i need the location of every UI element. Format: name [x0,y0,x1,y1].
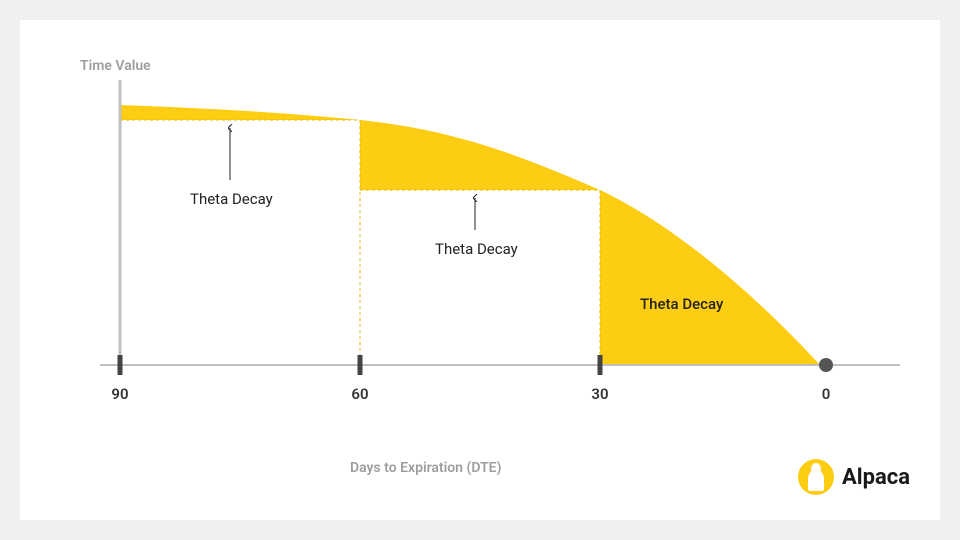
tick-90 [118,355,123,375]
x-axis-title: Days to Expiration (DTE) [350,460,501,476]
seg1-label: Theta Decay [190,190,273,208]
brand-logo: Alpaca [798,459,910,495]
tick-label-60: 60 [351,385,368,403]
alpaca-icon [798,459,834,495]
brand-name: Alpaca [842,465,910,490]
seg3-label: Theta Decay [640,295,723,313]
chart-card: Time Value Days to Expiration (DTE) 90 6… [20,20,940,520]
seg1-cutout [120,120,360,365]
theta-decay-chart [20,20,940,520]
tick-label-90: 90 [111,385,128,403]
seg2-label: Theta Decay [435,240,518,258]
end-dot [819,358,833,372]
tick-label-0: 0 [822,385,831,403]
tick-label-30: 30 [591,385,608,403]
seg2-cutout [360,190,600,365]
tick-60 [358,355,363,375]
y-axis-title: Time Value [80,58,151,74]
tick-30 [598,355,603,375]
